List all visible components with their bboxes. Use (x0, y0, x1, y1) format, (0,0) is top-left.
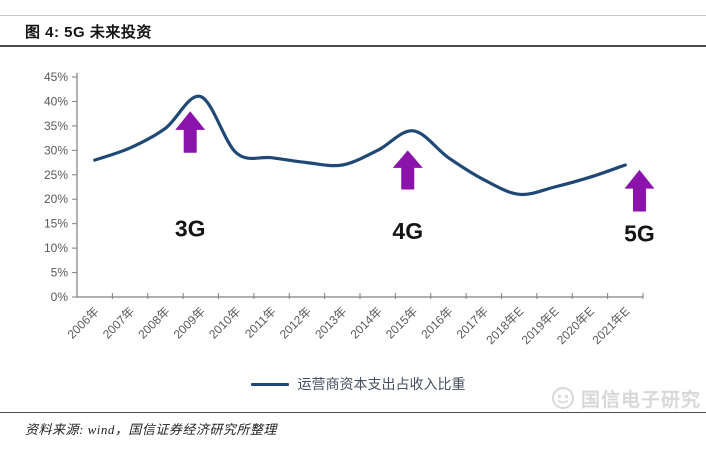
y-axis-label: 10% (44, 241, 68, 255)
y-axis-label: 0% (51, 290, 69, 304)
x-axis-label: 2010年 (206, 304, 243, 341)
y-axis-label: 25% (44, 168, 68, 182)
x-axis-label: 2015年 (383, 304, 420, 341)
figure-title: 图 4: 5G 未来投资 (25, 24, 152, 41)
chart-legend: 运营商资本支出占收入比重 (38, 374, 678, 394)
footer-divider (0, 412, 706, 413)
x-axis-label: 2021年E (590, 304, 633, 347)
watermark: 国信电子研究 (550, 385, 701, 411)
x-axis-label: 2011年 (242, 304, 279, 341)
y-axis-label: 30% (44, 143, 68, 157)
up-arrow-icon (175, 111, 206, 153)
generation-label: 5G (624, 220, 655, 246)
y-axis-label: 35% (44, 119, 68, 133)
x-axis-label: 2014年 (348, 304, 385, 341)
x-axis-label: 2019年E (519, 304, 562, 347)
top-divider (0, 15, 706, 16)
legend-label: 运营商资本支出占收入比重 (297, 376, 466, 392)
source-note: 资料来源: wind，国信证券经济研究所整理 (25, 422, 277, 437)
capex-line-chart: 0%5%10%15%20%25%30%35%40%45%2006年2007年20… (44, 70, 655, 347)
watermark-text: 国信电子研究 (580, 389, 701, 411)
y-axis-label: 40% (44, 94, 68, 108)
generation-label: 4G (392, 218, 423, 244)
capex-ratio-line (93, 94, 627, 197)
x-axis-label: 2008年 (135, 304, 172, 341)
y-axis-label: 20% (44, 192, 68, 206)
x-axis-label: 2009年 (171, 304, 208, 341)
generation-label: 3G (175, 216, 206, 242)
x-axis-label: 2013年 (312, 304, 349, 341)
x-axis-label: 2012年 (277, 304, 314, 341)
legend-line-swatch (250, 382, 289, 386)
x-axis-label: 2016年 (418, 304, 455, 341)
title-divider (0, 45, 706, 47)
x-axis-label: 2007年 (100, 304, 137, 341)
up-arrow-icon (624, 169, 655, 212)
x-axis-label: 2020年E (554, 304, 597, 347)
y-axis-label: 45% (44, 70, 68, 84)
x-axis-label: 2018年E (483, 304, 526, 347)
y-axis-label: 15% (44, 217, 68, 231)
research-account-logo-icon (551, 387, 574, 409)
up-arrow-icon (392, 150, 423, 190)
x-axis-label: 2006年 (65, 304, 102, 341)
y-axis-label: 5% (51, 266, 69, 280)
